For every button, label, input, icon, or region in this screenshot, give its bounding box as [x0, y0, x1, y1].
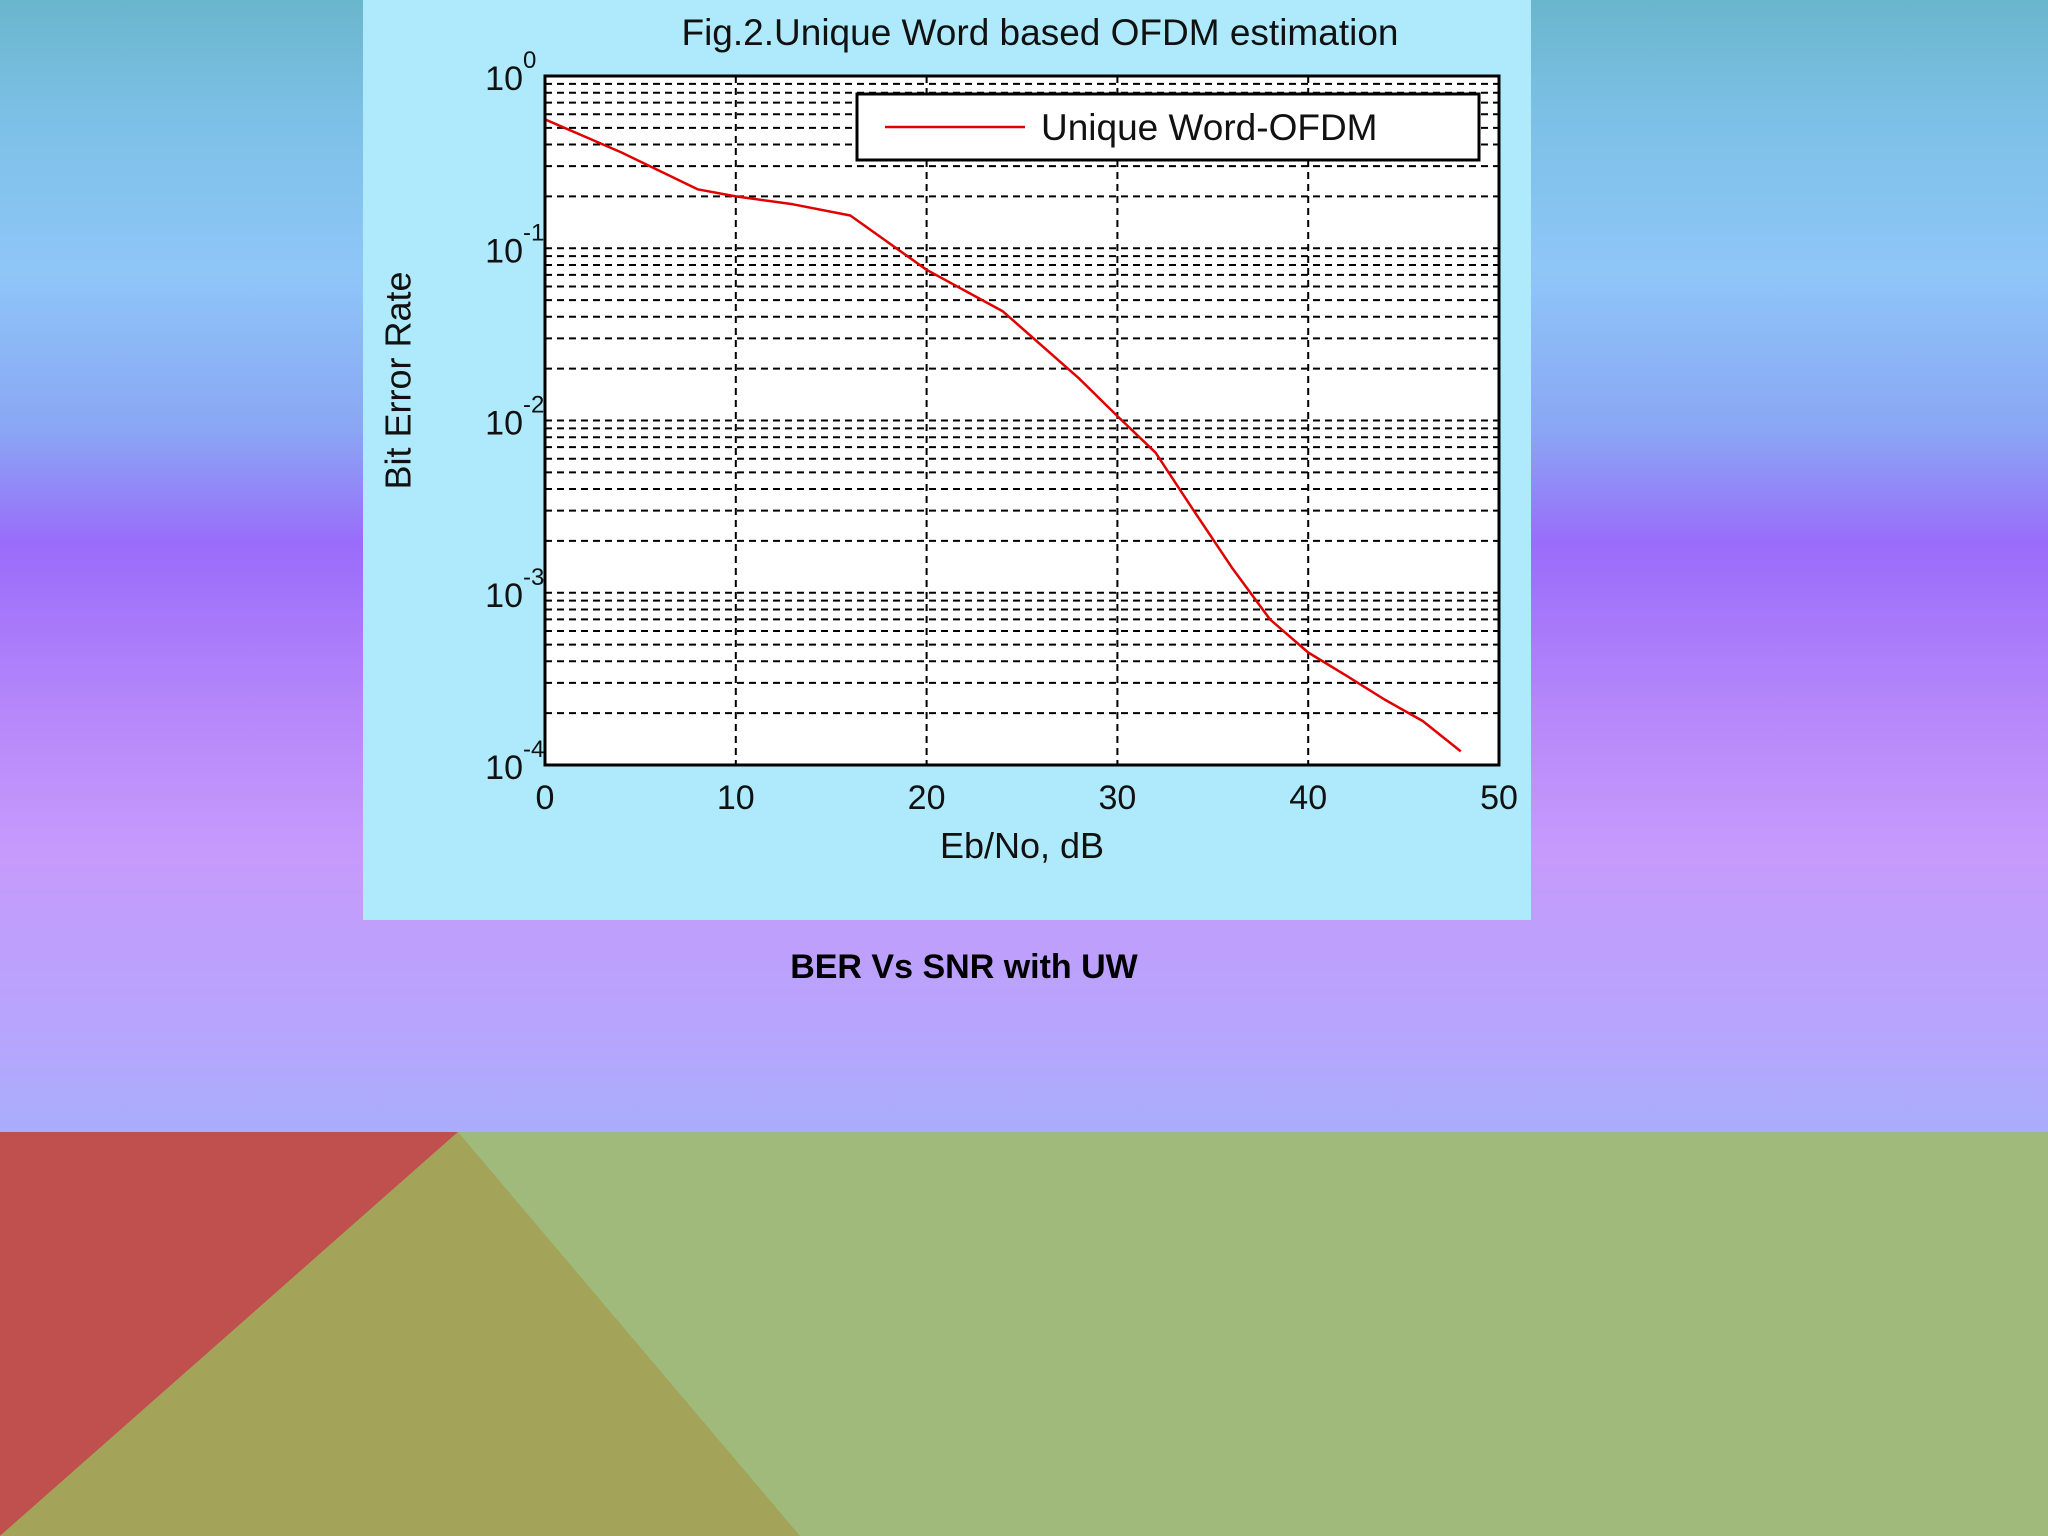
- legend-label: Unique Word-OFDM: [1041, 107, 1378, 148]
- y-tick-label: 10: [485, 60, 523, 98]
- y-tick-label: 10: [485, 405, 523, 443]
- y-tick-exponent: -4: [523, 736, 544, 763]
- x-tick-label: 0: [536, 779, 555, 817]
- chart-title: Fig.2.Unique Word based OFDM estimation: [681, 12, 1398, 53]
- plot-frame: [543, 74, 1501, 767]
- y-tick-exponent: -3: [523, 564, 544, 591]
- y-tick-exponent: -2: [523, 392, 544, 419]
- figure-caption-text: BER Vs SNR with UW: [790, 948, 1138, 986]
- grid-lines: [545, 76, 1499, 765]
- slide-background-bottom: [0, 1132, 2048, 1536]
- y-tick-label: 10: [485, 749, 523, 787]
- figure-panel: 0 10 20 30 40 50 10 0 10 -1 10 -2 10 -3 10 -4 Fig.2.Uniq…: [363, 0, 1531, 920]
- figure-caption: BER Vs SNR with UW: [0, 948, 2048, 987]
- y-axis-label: Bit Error Rate: [378, 271, 419, 489]
- y-tick-exponent: -1: [523, 219, 544, 246]
- x-tick-label: 40: [1289, 779, 1327, 817]
- decor-olive-triangle: [0, 1132, 800, 1536]
- x-axis-label: Eb/No, dB: [940, 825, 1104, 866]
- x-tick-label: 30: [1098, 779, 1136, 817]
- y-tick-exponent: 0: [523, 47, 536, 74]
- x-tick-label: 10: [717, 779, 755, 817]
- y-tick-label: 10: [485, 577, 523, 615]
- x-tick-label: 20: [908, 779, 946, 817]
- x-tick-label: 50: [1480, 779, 1518, 817]
- legend: Unique Word-OFDM: [855, 92, 1481, 162]
- y-tick-label: 10: [485, 232, 523, 270]
